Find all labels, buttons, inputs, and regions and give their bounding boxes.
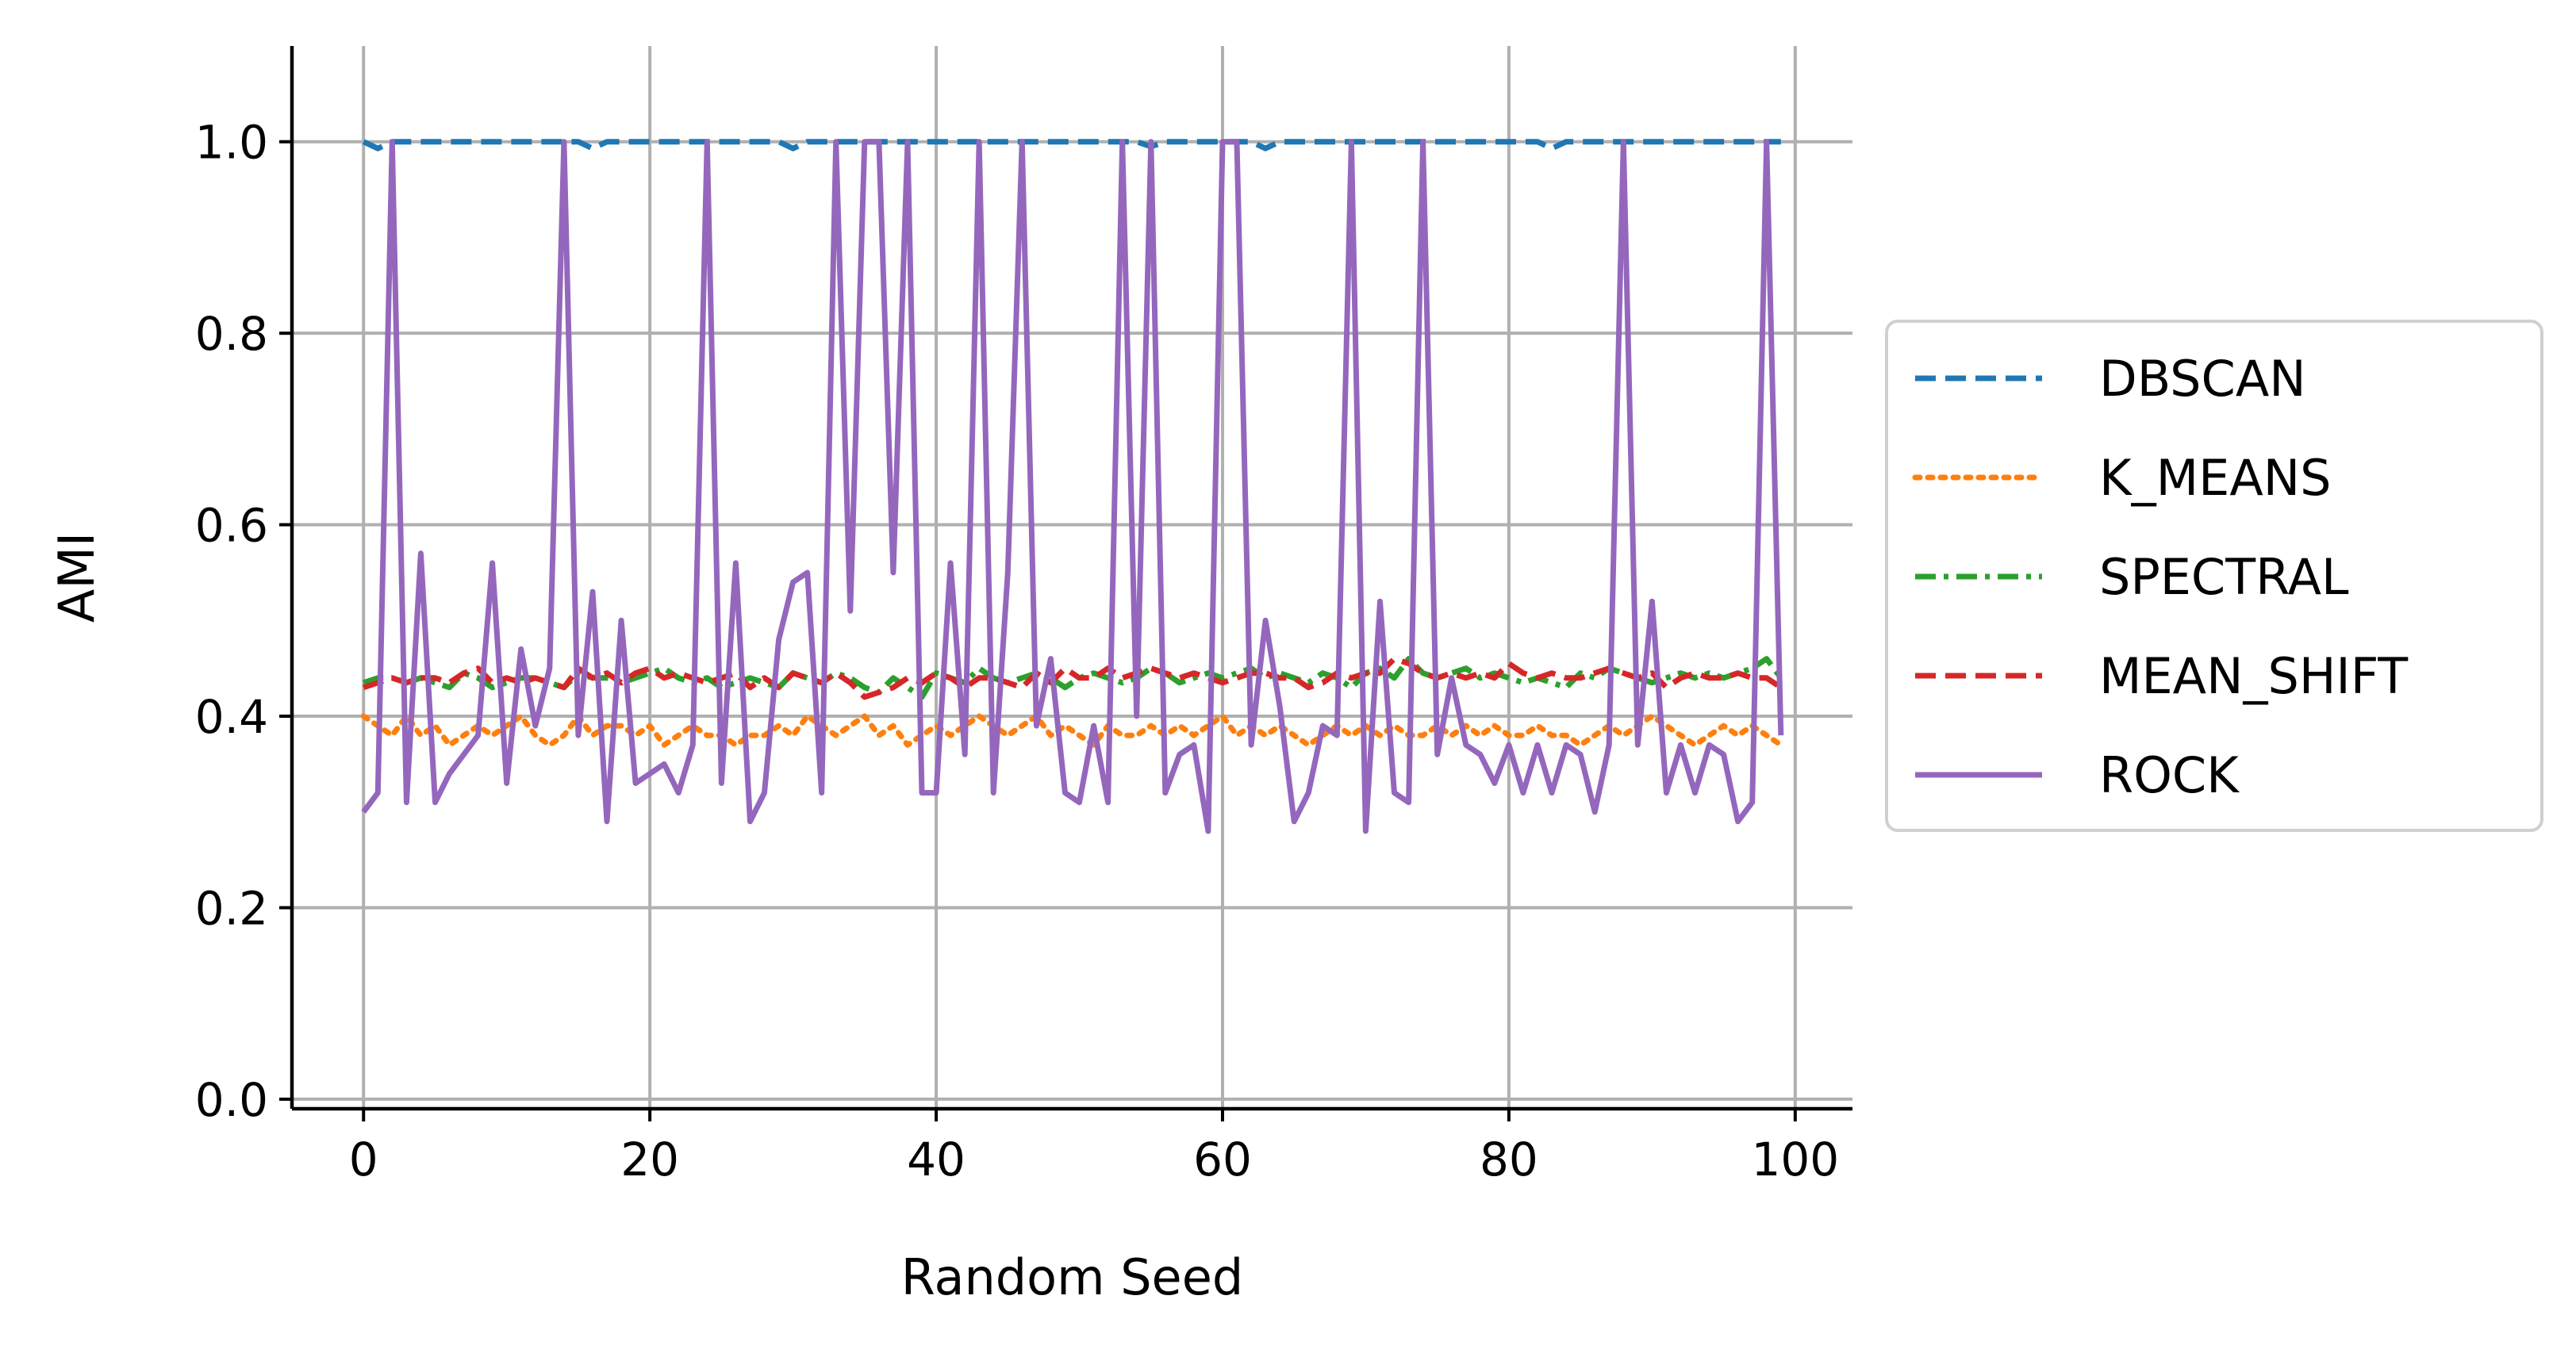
- y-tick-label: 0.6: [195, 499, 268, 553]
- y-tick-label: 0.2: [195, 881, 268, 935]
- series-line-mean-shift: [363, 656, 1783, 700]
- x-tick-label: 60: [1193, 1133, 1252, 1186]
- y-tick-label: 0.8: [195, 307, 268, 361]
- legend-label: K_MEANS: [2099, 449, 2331, 507]
- y-tick-label: 0.4: [195, 690, 268, 744]
- series-lines: [360, 139, 1784, 834]
- legend-label: SPECTRAL: [2099, 548, 2349, 606]
- y-tick-label: 1.0: [195, 116, 268, 170]
- series-line-rock: [361, 139, 1784, 834]
- axes: [290, 46, 1852, 1111]
- legend: DBSCAN K_MEANS SPECTRAL MEAN_SHIFT ROCK: [1885, 320, 2543, 832]
- y-tick-label: 0.0: [195, 1073, 268, 1127]
- tick-labels: 0 20 40 60 80 100 0.0 0.2 0.4 0.6 0.8 1.0: [195, 116, 1839, 1186]
- x-tick-label: 100: [1751, 1133, 1839, 1186]
- series-line-dbscan: [362, 139, 1781, 151]
- legend-label: ROCK: [2099, 746, 2240, 804]
- legend-box: [1885, 320, 2543, 832]
- x-tick-label: 0: [349, 1133, 378, 1186]
- x-axis-title: Random Seed: [901, 1248, 1243, 1306]
- x-tick-label: 20: [620, 1133, 679, 1186]
- x-tick-label: 40: [907, 1133, 966, 1186]
- grid-lines: [292, 46, 1852, 1109]
- y-axis-title: AMI: [48, 532, 106, 623]
- legend-label: DBSCAN: [2099, 350, 2306, 408]
- legend-label: MEAN_SHIFT: [2099, 647, 2409, 705]
- x-tick-label: 80: [1480, 1133, 1538, 1186]
